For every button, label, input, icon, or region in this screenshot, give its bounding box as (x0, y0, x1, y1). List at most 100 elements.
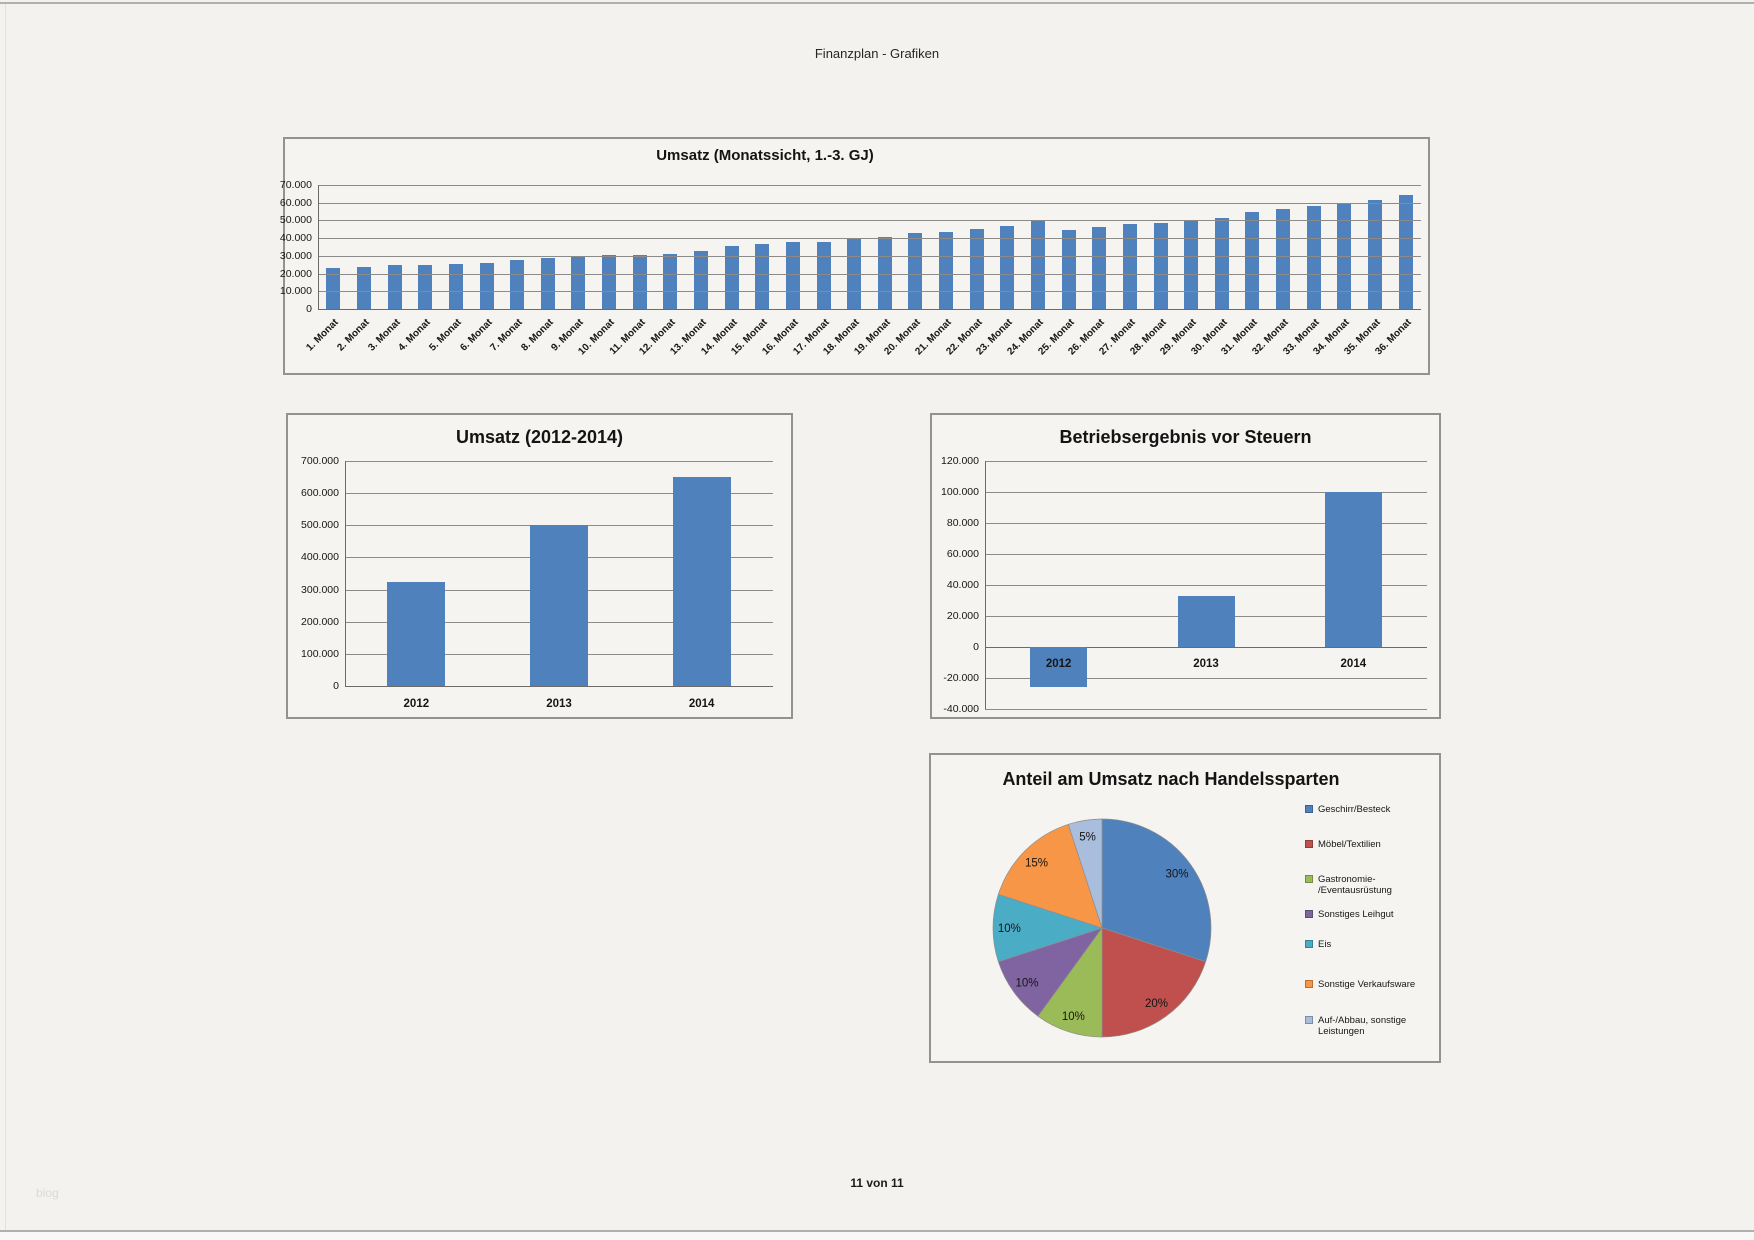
bar (1061, 229, 1076, 309)
y-tick-label: 0 (333, 680, 339, 692)
pie-slice (997, 823, 1103, 929)
legend-item: Auf-/Abbau, sonstige Leistungen (1305, 1015, 1406, 1037)
plot-area: -40.000 -20.000 0 20.000 40.000 60.000 80.000 1… (932, 415, 1439, 717)
bar (387, 581, 446, 686)
legend-label: Sonstige Verkaufsware (1318, 979, 1416, 990)
legend-swatch (1305, 875, 1313, 883)
pie-chart: 30% 20% 10% 10% 10% 15% 5% (992, 818, 1212, 1038)
y-tick-label: 100.000 (941, 486, 979, 498)
pie-percent-label: 20% (1145, 998, 1168, 1010)
gridline (318, 203, 1421, 204)
legend-item: Sonstiges Leihgut (1305, 909, 1394, 920)
y-tick-label: 0 (306, 303, 312, 315)
pie-percent-label: 5% (1079, 832, 1096, 844)
y-tick-label: 50.000 (279, 214, 312, 227)
gridline (985, 678, 1427, 679)
bar (1122, 223, 1137, 309)
page-top-border (0, 2, 1754, 4)
legend-label: Auf-/Abbau, sonstige Leistungen (1318, 1015, 1407, 1037)
y-tick-label: 80.000 (946, 517, 979, 529)
y-tick-label: 20.000 (946, 610, 979, 622)
bar (1306, 206, 1321, 309)
pie-slice (1101, 818, 1212, 963)
pie-percent-label: 15% (1025, 858, 1048, 870)
page-left-border (5, 4, 6, 1230)
chart-betriebsergebnis: Betriebsergebnis vor Steuern -40.000 -20.… (930, 413, 1441, 719)
legend-item: Geschirr/Besteck (1305, 804, 1390, 815)
bar (939, 231, 954, 309)
x-tick-label: 2013 (546, 698, 572, 710)
legend-label: Gastronomie-/Eventausrüstung (1318, 874, 1392, 896)
y-axis-line (985, 461, 986, 709)
bar (1276, 209, 1291, 309)
gridline (318, 220, 1421, 221)
y-tick-label: 700.000 (301, 455, 339, 467)
x-tick-label: 2013 (1193, 658, 1219, 670)
x-axis-line (345, 686, 773, 687)
legend-swatch (1305, 805, 1313, 813)
y-axis-line (345, 461, 346, 686)
y-tick-label: -20.000 (943, 672, 979, 684)
bar (326, 268, 341, 309)
bar (540, 257, 555, 309)
bar (724, 246, 739, 309)
legend-item: Sonstige Verkaufsware (1305, 979, 1415, 990)
legend-item: Eis (1305, 939, 1331, 950)
bar (1153, 222, 1168, 309)
chart-umsatz-jahre: Umsatz (2012-2014) 0 100.000 200.000 300.00… (286, 413, 793, 719)
bar (479, 262, 494, 309)
bar (602, 255, 617, 309)
y-axis-line (318, 185, 319, 309)
x-tick-label: 2014 (1340, 658, 1367, 670)
legend-label: Eis (1318, 939, 1332, 950)
gridline (985, 585, 1427, 586)
gridline (318, 256, 1421, 257)
chart-anteil-handelssparten: Anteil am Umsatz nach Handelssparten 30%… (929, 753, 1441, 1063)
chart-title: Umsatz (Monatssicht, 1.-3. GJ) (656, 147, 874, 164)
bar (632, 255, 647, 309)
gridline (985, 709, 1427, 710)
bar (1092, 226, 1107, 309)
bar (1214, 217, 1229, 309)
watermark: blog (36, 1186, 59, 1200)
legend-swatch (1305, 940, 1313, 948)
y-tick-label: 400.000 (301, 551, 339, 564)
gridline (318, 185, 1421, 186)
chart-title: Betriebsergebnis vor Steuern (1059, 427, 1312, 447)
pie-legend: Geschirr/Besteck Möbel/Textilien Gastronom… (1305, 755, 1437, 1061)
bar (908, 233, 923, 309)
page-bottom-border (0, 1230, 1754, 1232)
bar (510, 260, 525, 309)
y-tick-label: 40.000 (946, 579, 979, 591)
y-tick-label: 30.000 (279, 249, 312, 262)
pie-slice (1101, 927, 1207, 1038)
bar (530, 525, 588, 686)
x-axis-line (985, 647, 1427, 648)
legend-label: Möbel/Textilien (1318, 839, 1381, 850)
gridline (985, 554, 1427, 555)
pie-percent-label: 10% (1015, 978, 1038, 990)
bar (1324, 492, 1382, 647)
page-title: Finanzplan - Grafiken (814, 46, 940, 61)
y-tick-label: 70.000 (279, 179, 312, 191)
y-tick-label: 20.000 (279, 267, 312, 280)
bar (816, 242, 831, 309)
bar (387, 265, 402, 309)
y-tick-label: 200.000 (301, 615, 339, 628)
legend-item: Gastronomie-/Eventausrüstung (1305, 874, 1392, 896)
bar (785, 242, 800, 309)
legend-swatch (1305, 840, 1313, 848)
bar (1245, 211, 1260, 309)
bar (571, 255, 586, 309)
y-tick-label: 60.000 (946, 548, 979, 560)
legend-item: Möbel/Textilien (1305, 839, 1381, 850)
bar (418, 265, 433, 309)
chart-title: Umsatz (2012-2014) (455, 427, 624, 447)
bar (1398, 194, 1413, 309)
bar (1000, 226, 1015, 309)
y-tick-label: 40.000 (279, 232, 312, 245)
y-tick-label: 600.000 (301, 487, 339, 500)
pie-slice (1067, 818, 1103, 929)
x-axis-line (318, 309, 1421, 310)
